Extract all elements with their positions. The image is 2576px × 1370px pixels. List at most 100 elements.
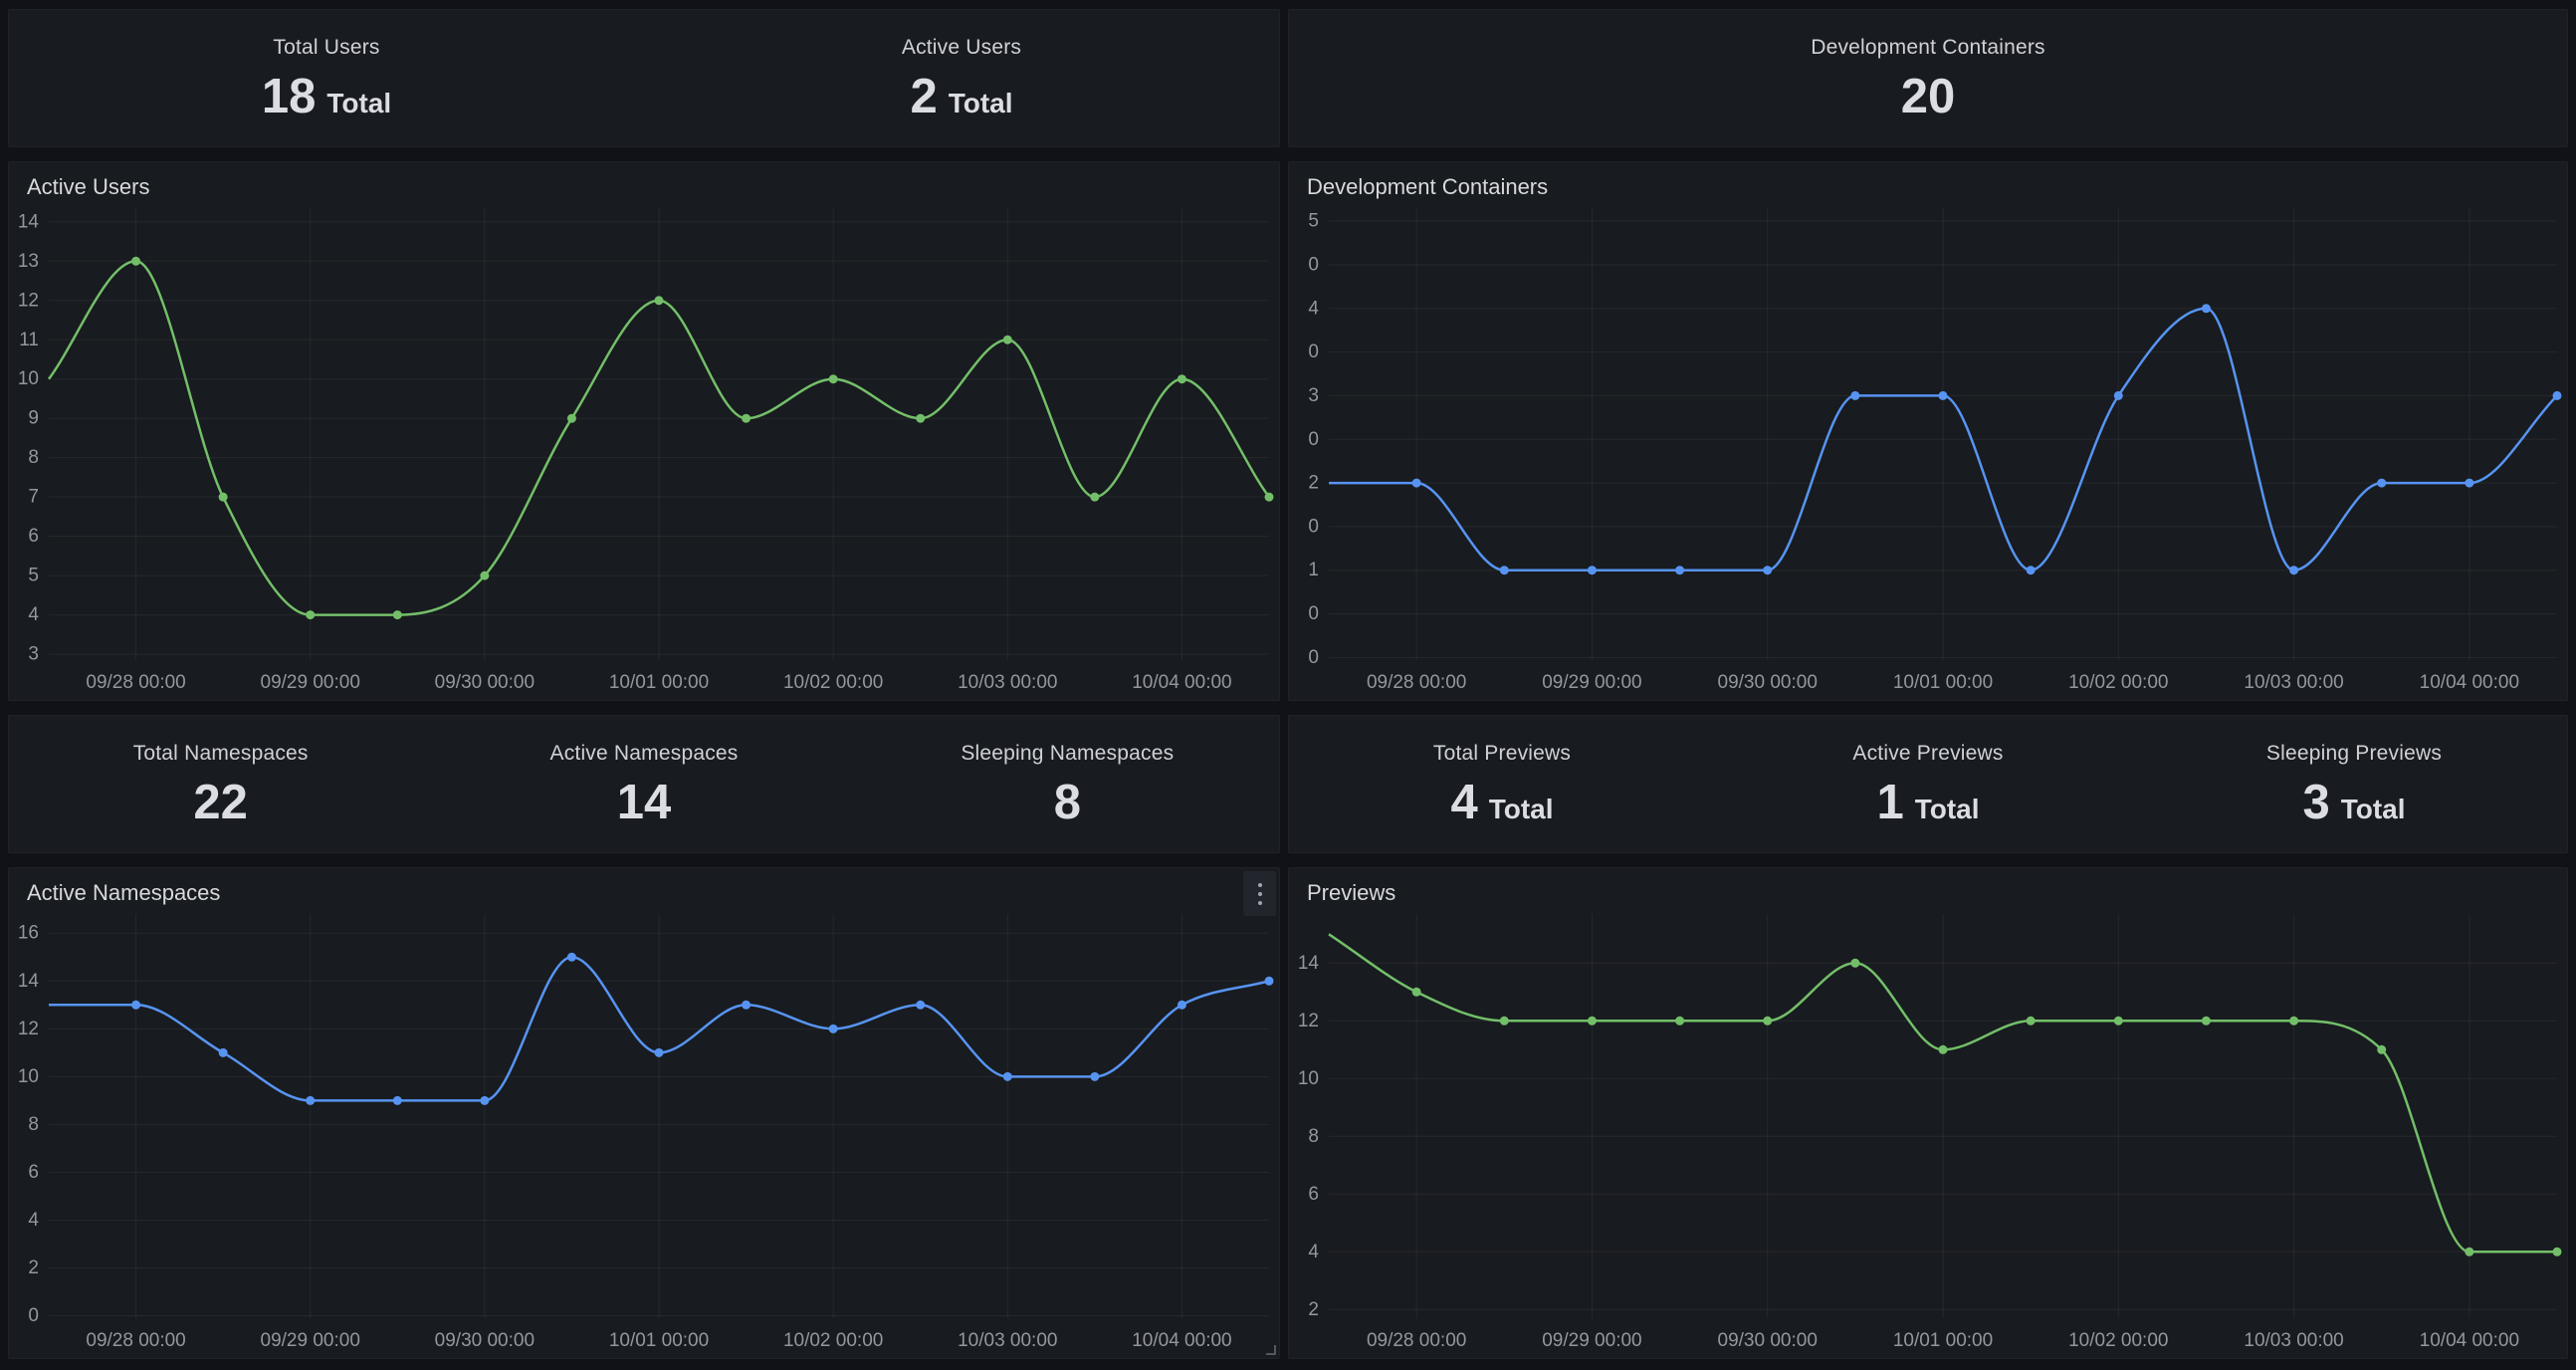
panel-title[interactable]: Development Containers	[1307, 174, 1549, 199]
stat-sleeping-namespaces: Sleeping Namespaces 8	[856, 742, 1279, 827]
stat-label: Development Containers	[1811, 35, 2045, 59]
svg-text:3: 3	[1308, 385, 1319, 406]
stat-value: 22	[193, 775, 248, 829]
previews-chart[interactable]: 2 4 6 8 10 12 14 09/28 00:00 09/29 00:00 09/30 00…	[1289, 868, 2567, 1358]
svg-text:11: 11	[19, 330, 39, 350]
stat-suffix: Total	[1488, 793, 1554, 824]
stat-label: Active Users	[901, 35, 1022, 59]
svg-text:14: 14	[18, 211, 40, 232]
svg-text:14: 14	[18, 971, 40, 992]
stat-value: 4	[1450, 775, 1478, 829]
svg-text:8: 8	[1308, 1126, 1319, 1147]
svg-text:4: 4	[1308, 298, 1319, 319]
stat-label: Active Namespaces	[549, 741, 739, 765]
svg-text:09/28 00:00: 09/28 00:00	[86, 672, 185, 693]
panel-active-users-chart: Active Users 3 4 5 6 7 8 9 10 11 12 13 14 09/28 00:0…	[8, 161, 1280, 701]
svg-text:13: 13	[18, 251, 39, 272]
stat-suffix: Total	[2340, 793, 2406, 824]
svg-text:9: 9	[28, 408, 39, 429]
stat-total-previews: Total Previews 4 Total	[1289, 742, 1715, 827]
stat-active-users: Active Users 2 Total	[644, 36, 1279, 121]
svg-text:10/03 00:00: 10/03 00:00	[958, 672, 1057, 693]
svg-text:10/04 00:00: 10/04 00:00	[2420, 1330, 2519, 1351]
stat-label: Total Users	[273, 35, 380, 59]
svg-text:09/29 00:00: 09/29 00:00	[261, 672, 360, 693]
stat-value-row: 4 Total	[1450, 775, 1554, 829]
stat-suffix: Total	[1914, 793, 1980, 824]
svg-text:8: 8	[28, 1114, 39, 1135]
svg-text:8: 8	[28, 447, 39, 468]
stat-value-row: 1 Total	[1876, 775, 1980, 829]
stat-active-namespaces: Active Namespaces 14	[432, 742, 855, 827]
stat-value-row: 18 Total	[261, 69, 392, 123]
stat-value: 2	[910, 69, 938, 123]
panel-menu-kebab-icon[interactable]	[1243, 871, 1276, 916]
svg-text:0: 0	[1308, 429, 1319, 450]
stat-value: 18	[261, 69, 317, 123]
svg-text:1: 1	[1308, 560, 1319, 580]
svg-text:09/30 00:00: 09/30 00:00	[1718, 1330, 1818, 1351]
active-namespaces-chart[interactable]: 0 2 4 6 8 10 12 14 16 09/28 00:00 09/29 00:00 09/30…	[9, 868, 1279, 1358]
svg-text:09/30 00:00: 09/30 00:00	[435, 672, 535, 693]
panel-title[interactable]: Active Namespaces	[27, 880, 221, 905]
stat-total-users: Total Users 18 Total	[9, 36, 644, 121]
stat-value: 3	[2302, 775, 2330, 829]
svg-text:09/30 00:00: 09/30 00:00	[435, 1330, 535, 1351]
svg-text:3: 3	[28, 644, 39, 665]
svg-text:10/04 00:00: 10/04 00:00	[2420, 672, 2519, 693]
panel-title[interactable]: Active Users	[27, 174, 150, 199]
stat-value: 1	[1876, 775, 1904, 829]
stat-label: Total Namespaces	[132, 741, 309, 765]
panel-namespaces-stats: Total Namespaces 22 Active Namespaces 14…	[8, 715, 1280, 853]
panel-users-stats: Total Users 18 Total Active Users 2 Tota…	[8, 9, 1280, 147]
svg-text:09/29 00:00: 09/29 00:00	[261, 1330, 360, 1351]
panel-active-namespaces-chart: Active Namespaces 0 2 4 6 8 10 12 14 16 09/28 00:…	[8, 867, 1280, 1359]
stat-row: Total Namespaces 22 Active Namespaces 14…	[9, 716, 1279, 852]
stat-value-row: 8	[1053, 775, 1081, 829]
stat-development-containers: Development Containers 20	[1289, 36, 2567, 121]
svg-text:12: 12	[1298, 1011, 1319, 1031]
active-users-chart[interactable]: 3 4 5 6 7 8 9 10 11 12 13 14 09/28 00:00 09/29 00:00 0…	[9, 162, 1279, 700]
panel-previews-chart: Previews 2 4 6 8 10 12 14 09/28 00:00 09/29 00:0…	[1288, 867, 2568, 1359]
svg-text:0: 0	[1308, 516, 1319, 537]
svg-text:10/03 00:00: 10/03 00:00	[2244, 672, 2343, 693]
svg-text:5: 5	[1308, 211, 1319, 232]
svg-text:0: 0	[1308, 603, 1319, 624]
svg-text:2: 2	[1308, 473, 1319, 494]
panel-resize-handle[interactable]	[1266, 1345, 1276, 1355]
svg-text:4: 4	[28, 604, 39, 625]
development-containers-chart[interactable]: 0 0 1 0 2 0 3 0 4 0 5 09/28 00:00 09/29 00:00 09/30 0…	[1289, 162, 2567, 700]
stat-row: Total Previews 4 Total Active Previews 1…	[1289, 716, 2567, 852]
svg-text:0: 0	[1308, 254, 1319, 275]
stat-sleeping-previews: Sleeping Previews 3 Total	[2141, 742, 2567, 827]
svg-text:10/03 00:00: 10/03 00:00	[2244, 1330, 2343, 1351]
svg-text:2: 2	[1308, 1299, 1319, 1320]
stat-value-row: 3 Total	[2302, 775, 2406, 829]
stat-row: Total Users 18 Total Active Users 2 Tota…	[9, 10, 1279, 146]
stat-value-row: 22	[193, 775, 248, 829]
svg-text:10/04 00:00: 10/04 00:00	[1132, 672, 1231, 693]
svg-text:6: 6	[28, 1162, 39, 1183]
svg-text:10/04 00:00: 10/04 00:00	[1132, 1330, 1231, 1351]
stat-value: 8	[1053, 775, 1081, 829]
svg-text:10/02 00:00: 10/02 00:00	[783, 1330, 883, 1351]
svg-text:10/02 00:00: 10/02 00:00	[2068, 672, 2168, 693]
svg-text:10/02 00:00: 10/02 00:00	[2068, 1330, 2168, 1351]
svg-text:6: 6	[1308, 1184, 1319, 1205]
panel-title[interactable]: Previews	[1307, 880, 1396, 905]
panel-dev-containers-stat: Development Containers 20	[1288, 9, 2568, 147]
svg-text:10/01 00:00: 10/01 00:00	[1893, 672, 1993, 693]
stat-active-previews: Active Previews 1 Total	[1715, 742, 2141, 827]
svg-text:12: 12	[18, 1019, 39, 1039]
svg-text:09/29 00:00: 09/29 00:00	[1542, 1330, 1641, 1351]
svg-text:5: 5	[28, 566, 39, 586]
svg-text:10: 10	[1298, 1068, 1319, 1089]
stat-suffix: Total	[326, 87, 392, 118]
svg-text:0: 0	[1308, 647, 1319, 668]
svg-text:10/01 00:00: 10/01 00:00	[609, 672, 709, 693]
svg-text:10/02 00:00: 10/02 00:00	[783, 672, 883, 693]
stat-value-row: 2 Total	[910, 69, 1012, 123]
svg-text:09/28 00:00: 09/28 00:00	[1367, 672, 1466, 693]
svg-text:09/28 00:00: 09/28 00:00	[1367, 1330, 1466, 1351]
stat-value-row: 14	[617, 778, 672, 827]
